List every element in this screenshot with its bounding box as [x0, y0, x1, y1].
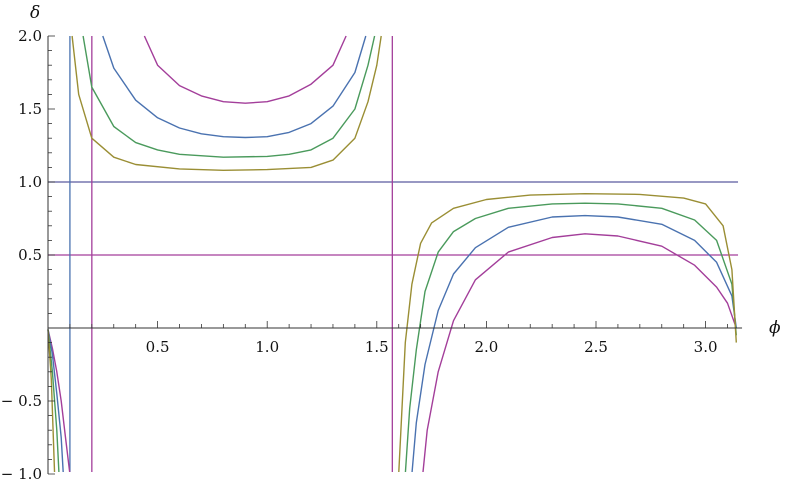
x-tick-label: 2.5 [584, 338, 608, 356]
y-tick-label: 1.0 [18, 173, 42, 191]
series-2-branch-2 [404, 202, 737, 472]
x-tick-label: 2.0 [474, 338, 498, 356]
x-tick-label: 3.0 [694, 338, 718, 356]
y-tick-label: 1.5 [18, 100, 42, 118]
x-axis-label: ϕ [769, 318, 781, 338]
series-0-branch-0 [47, 329, 71, 472]
series-1-branch-2 [411, 214, 737, 472]
series-1-branch-1 [102, 35, 367, 139]
series-0-branch-2 [422, 233, 737, 472]
x-tick-label: 1.0 [255, 338, 279, 356]
y-axis-label: δ [30, 3, 40, 23]
tick-labels: 0.5 1.0 1.5 2.0 2.5 3.0 − 1.0 − 0.5 0.5 1.0 1.5 2.0 [1, 27, 718, 483]
series-3-branch-1 [71, 35, 382, 172]
x-tick-label: 1.5 [365, 338, 389, 356]
reference-lines [48, 36, 739, 472]
series-0-branch-1 [143, 35, 347, 104]
y-tick-label: 2.0 [18, 27, 42, 45]
series-1-branch-0 [47, 329, 64, 472]
series-2-branch-1 [82, 35, 376, 158]
series-lines [47, 35, 737, 472]
y-tick-label: 0.5 [18, 246, 42, 264]
series-3-branch-0 [47, 329, 56, 472]
y-tick-label: − 0.5 [1, 392, 42, 410]
x-tick-label: 0.5 [146, 338, 170, 356]
y-tick-label: − 1.0 [1, 465, 42, 483]
series-3-branch-2 [398, 192, 737, 472]
ticks [48, 35, 728, 475]
